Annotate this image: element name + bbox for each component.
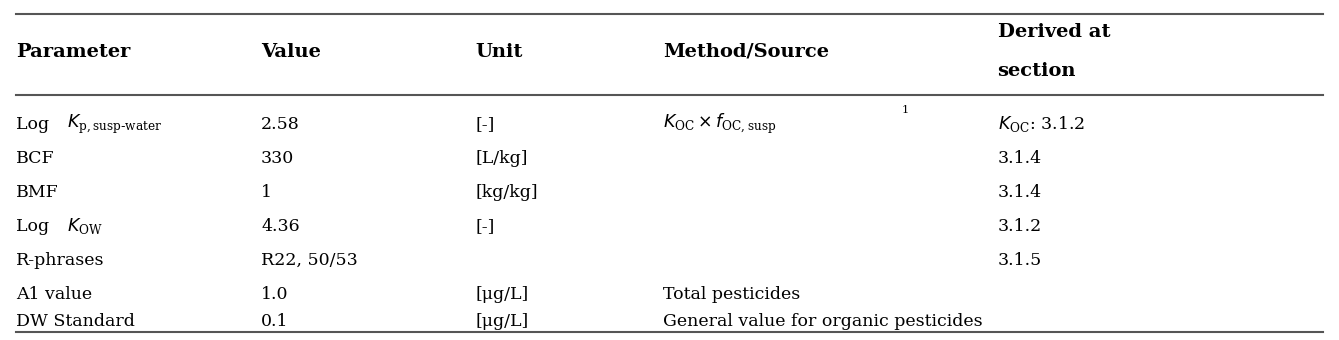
Text: 1: 1 — [901, 105, 908, 116]
Text: Total pesticides: Total pesticides — [663, 286, 801, 303]
Text: 0.1: 0.1 — [261, 313, 289, 330]
Text: 1: 1 — [261, 184, 272, 201]
Text: [μg/L]: [μg/L] — [475, 313, 529, 330]
Text: [kg/kg]: [kg/kg] — [475, 184, 538, 201]
Text: [-]: [-] — [475, 116, 494, 133]
Text: 330: 330 — [261, 150, 295, 167]
Text: 3.1.4: 3.1.4 — [998, 184, 1042, 201]
Text: [L/kg]: [L/kg] — [475, 150, 528, 167]
Text: section: section — [998, 63, 1077, 80]
Text: BMF: BMF — [16, 184, 59, 201]
Text: Method/Source: Method/Source — [663, 43, 829, 61]
Text: 3.1.4: 3.1.4 — [998, 150, 1042, 167]
Text: [-]: [-] — [475, 218, 494, 235]
Text: $\mathit{K}_{\mathregular{p,susp\text{-}water}}$: $\mathit{K}_{\mathregular{p,susp\text{-}… — [67, 113, 162, 136]
Text: DW Standard: DW Standard — [16, 313, 135, 330]
Text: BCF: BCF — [16, 150, 55, 167]
Text: Derived at: Derived at — [998, 23, 1110, 41]
Text: 2.58: 2.58 — [261, 116, 300, 133]
Text: 4.36: 4.36 — [261, 218, 300, 235]
Text: $\mathit{K}_{\mathregular{OW}}$: $\mathit{K}_{\mathregular{OW}}$ — [67, 216, 103, 236]
Text: [μg/L]: [μg/L] — [475, 286, 529, 303]
Text: $\mathit{K}_{\mathregular{OC}}$: 3.1.2: $\mathit{K}_{\mathregular{OC}}$: 3.1.2 — [998, 114, 1085, 134]
Text: 3.1.5: 3.1.5 — [998, 252, 1042, 269]
Text: R-phrases: R-phrases — [16, 252, 104, 269]
Text: 1.0: 1.0 — [261, 286, 289, 303]
Text: $\mathit{K}_{\mathregular{OC}} \times \mathit{f}_{\mathregular{OC,susp}}$: $\mathit{K}_{\mathregular{OC}} \times \m… — [663, 112, 777, 136]
Text: General value for organic pesticides: General value for organic pesticides — [663, 313, 983, 330]
Text: Unit: Unit — [475, 43, 522, 61]
Text: R22, 50/53: R22, 50/53 — [261, 252, 358, 269]
Text: 3.1.2: 3.1.2 — [998, 218, 1042, 235]
Text: Value: Value — [261, 43, 321, 61]
Text: Log: Log — [16, 218, 55, 235]
Text: Parameter: Parameter — [16, 43, 130, 61]
Text: A1 value: A1 value — [16, 286, 92, 303]
Text: Log: Log — [16, 116, 55, 133]
